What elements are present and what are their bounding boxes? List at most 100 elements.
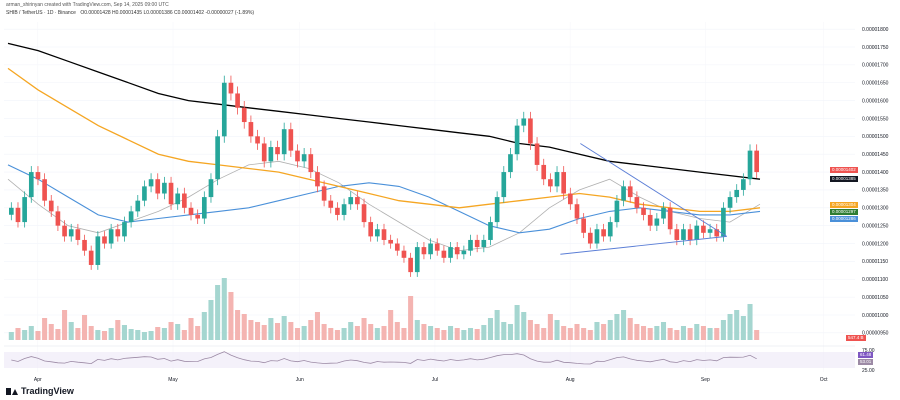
price-tag: 0.00001286 <box>830 216 858 222</box>
candle-body <box>255 136 260 144</box>
symbol-legend: SHIB / TetherUS · 1D · Binance O0.000014… <box>6 10 257 16</box>
volume-bar <box>215 285 221 340</box>
time-tick-label: Jun <box>296 377 304 383</box>
volume-bar <box>594 322 600 340</box>
volume-bar <box>660 322 667 340</box>
candle-body <box>308 154 314 173</box>
volume-bar <box>15 328 21 340</box>
price-tag: 0.00001402 <box>830 167 858 173</box>
candle-body <box>188 207 194 215</box>
candle-body <box>155 179 161 194</box>
volume-bar <box>700 326 706 340</box>
candle-body <box>268 147 274 162</box>
volume-bar <box>228 292 234 340</box>
candle-body <box>208 179 214 198</box>
candle-body <box>401 250 407 258</box>
candle-body <box>388 239 393 244</box>
candle-body <box>621 186 626 201</box>
volume-bar <box>288 322 294 340</box>
volume-bar <box>55 329 61 340</box>
volume-bar <box>161 328 167 340</box>
volume-bar <box>368 324 374 340</box>
volume-bar <box>641 326 647 340</box>
candle-body <box>501 172 507 198</box>
volume-bar <box>487 318 494 340</box>
volume-bar <box>168 322 174 340</box>
volume-bar <box>201 312 207 340</box>
candle-body <box>162 182 167 194</box>
candle-body <box>741 179 746 190</box>
candle-body <box>301 154 307 162</box>
volume-bar <box>181 330 187 340</box>
moving-averages <box>7 42 761 252</box>
volume-bar <box>235 310 241 340</box>
volume-bar <box>348 322 354 340</box>
price-axis: 0.00001800 0.00001750 0.00001700 0.00001650… <box>862 27 889 337</box>
volume-bar <box>507 324 513 340</box>
volume-bar <box>441 330 447 340</box>
candle-body <box>102 236 107 244</box>
symbol-title[interactable]: SHIB / TetherUS · 1D · Binance <box>6 10 76 16</box>
candle-body <box>341 204 347 215</box>
price-tick-label: 0.00001450 <box>862 152 889 158</box>
price-tick-label: 0.00001050 <box>862 295 889 301</box>
volume-bar <box>155 327 161 340</box>
volume-bar <box>341 328 347 340</box>
candle-body <box>221 82 227 137</box>
volume-bar <box>148 331 154 340</box>
candle-body <box>428 243 433 255</box>
candle-body <box>554 172 560 187</box>
time-tick-label: Sep <box>701 377 710 383</box>
volume-bar <box>561 326 567 340</box>
candle-body <box>368 222 374 237</box>
time-tick-label: Aug <box>566 377 575 383</box>
candle-body <box>594 229 600 244</box>
volume-bar <box>314 312 320 340</box>
candle-body <box>534 143 540 165</box>
volume-bar <box>421 324 427 340</box>
volume-bar <box>255 322 261 340</box>
candle-body <box>747 150 753 180</box>
candle-body <box>614 200 620 223</box>
volume-bar <box>694 324 700 340</box>
price-tag: 0.00001297 <box>830 209 858 215</box>
volume-bar <box>8 332 14 340</box>
candle-body <box>122 222 127 237</box>
candle-body <box>82 239 87 251</box>
volume-bar <box>208 300 214 340</box>
candle-body <box>261 143 267 162</box>
candle-body <box>681 229 686 240</box>
price-tick-label: 0.00001000 <box>862 313 889 319</box>
volume-bar <box>361 318 367 340</box>
candle-body <box>62 225 67 237</box>
candle-body <box>275 147 280 155</box>
volume-bar <box>48 324 54 340</box>
volume-bar <box>101 331 108 340</box>
triangle-upper-line <box>580 143 727 237</box>
volume-bar <box>740 316 746 340</box>
candle-body <box>494 197 500 223</box>
price-tick-label: 0.00001700 <box>862 63 889 69</box>
volume-bar <box>115 320 121 340</box>
volume-bar <box>654 326 660 340</box>
volume-bar <box>281 316 287 340</box>
candle-body <box>521 118 527 126</box>
volume-bar <box>221 278 227 340</box>
volume-bar <box>727 314 733 340</box>
volume-bar <box>467 328 474 340</box>
volume-bar <box>175 324 181 340</box>
volume-bar <box>188 318 194 340</box>
candle-body <box>228 82 234 94</box>
volume-bar <box>414 320 420 340</box>
volume-bar <box>707 328 713 340</box>
price-tick-label: 0.00001500 <box>862 134 889 140</box>
candle-body <box>175 193 181 205</box>
candle-body <box>701 225 706 233</box>
candle-body <box>601 229 606 237</box>
volume-bar <box>321 324 327 340</box>
candle-body <box>514 125 520 155</box>
tradingview-logo[interactable]: TradingView <box>6 386 74 396</box>
candle-body <box>707 229 713 233</box>
candle-body <box>182 193 187 208</box>
